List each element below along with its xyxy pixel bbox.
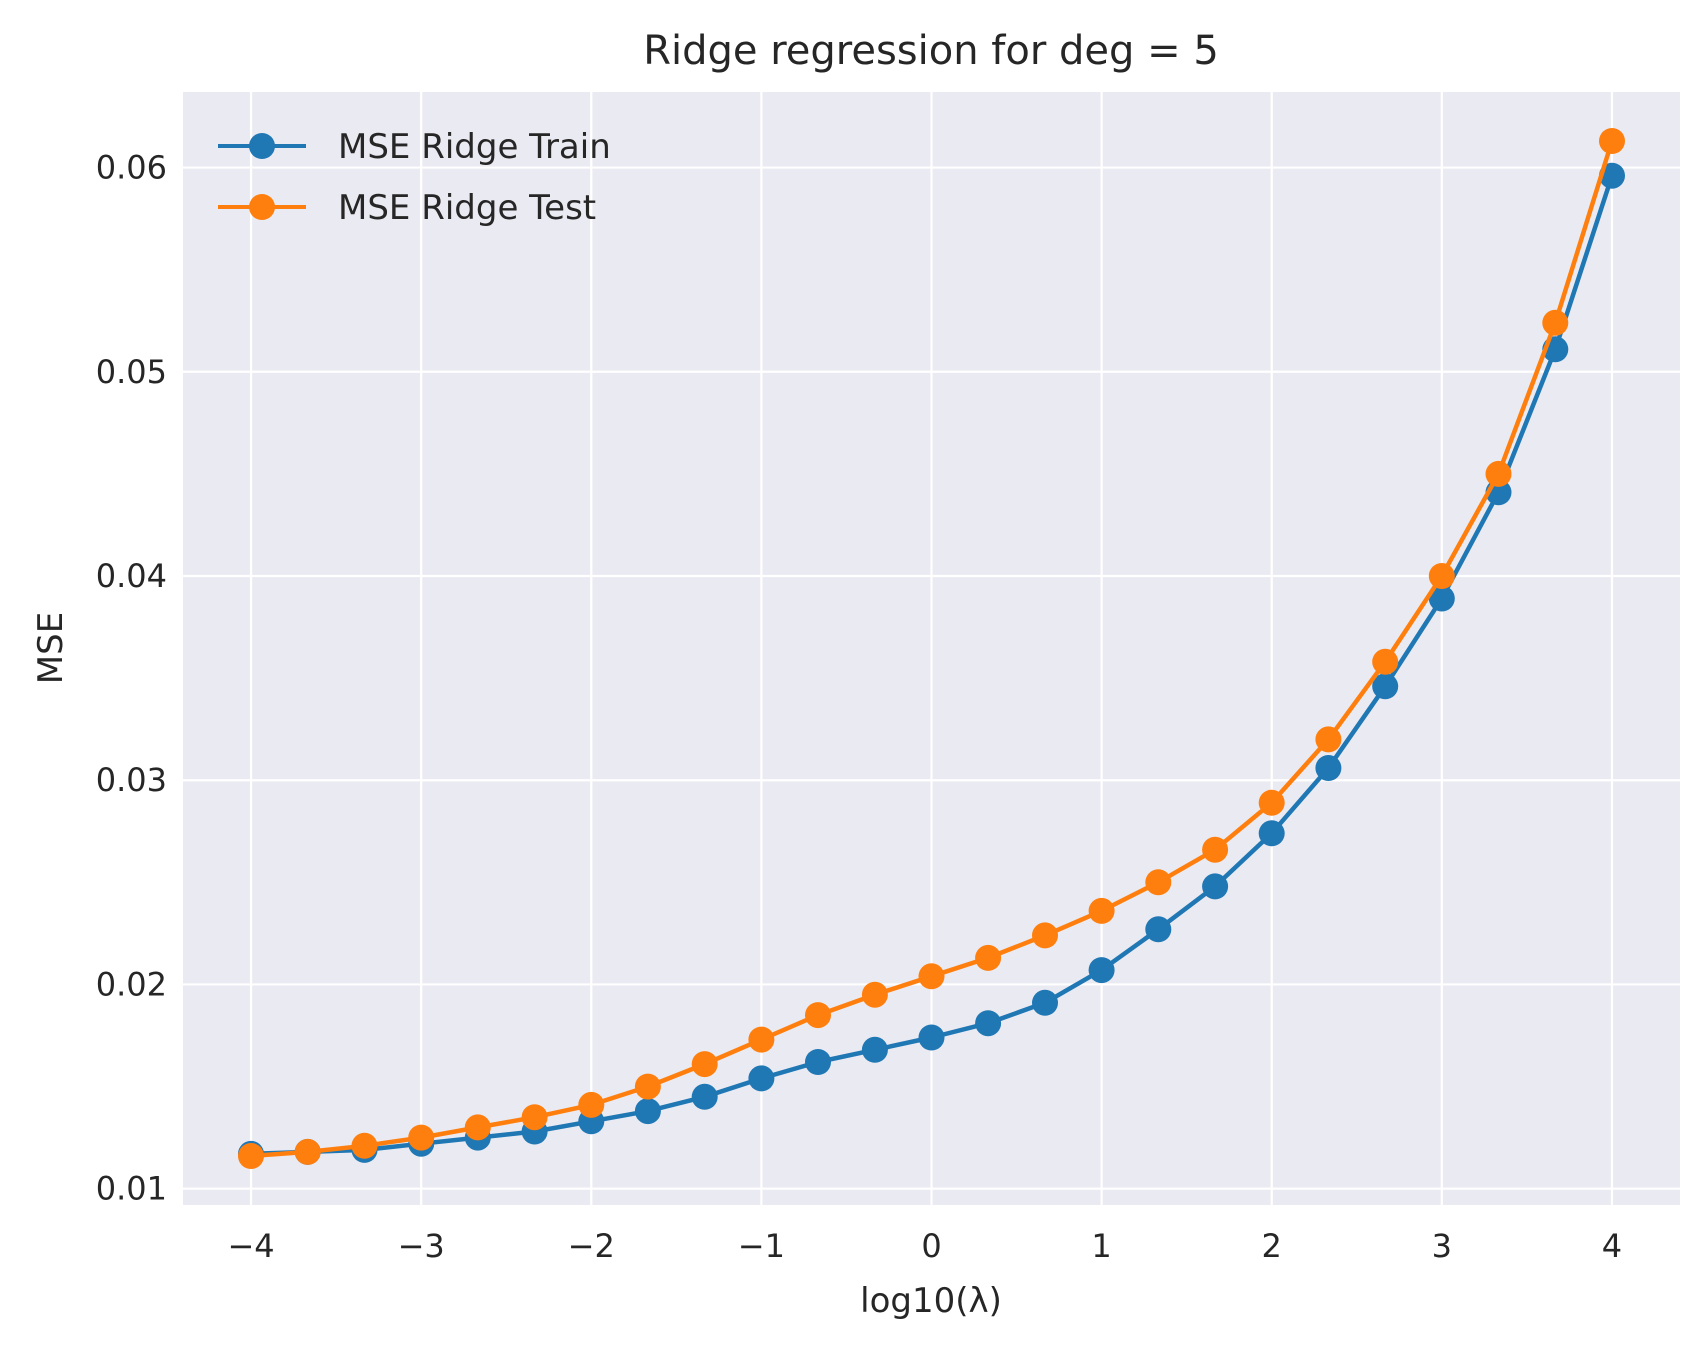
y-tick-label: 0.04 bbox=[96, 557, 167, 595]
data-point bbox=[634, 1073, 661, 1100]
data-point bbox=[1428, 563, 1455, 589]
data-point bbox=[805, 1002, 831, 1029]
data-point bbox=[1032, 922, 1058, 949]
data-point bbox=[748, 1065, 775, 1092]
data-point bbox=[351, 1132, 378, 1159]
data-point bbox=[1485, 460, 1512, 487]
data-point bbox=[861, 981, 888, 1008]
y-tick-label: 0.01 bbox=[96, 1170, 167, 1208]
chart-title: Ridge regression for deg = 5 bbox=[643, 28, 1219, 74]
y-tick-labels: 0.01 0.02 0.03 0.04 0.05 0.06 bbox=[96, 149, 167, 1208]
data-point bbox=[464, 1114, 491, 1141]
x-tick-label: 2 bbox=[1262, 1227, 1282, 1265]
data-point bbox=[1372, 648, 1399, 675]
data-point bbox=[634, 1098, 661, 1125]
data-point bbox=[975, 1010, 1002, 1037]
data-point bbox=[1258, 789, 1285, 816]
data-point bbox=[1202, 836, 1229, 863]
data-point bbox=[805, 1049, 831, 1075]
data-point bbox=[918, 1024, 945, 1051]
data-point bbox=[748, 1026, 775, 1053]
data-point bbox=[1202, 873, 1229, 900]
data-point bbox=[578, 1091, 605, 1118]
legend-marker-train bbox=[249, 133, 275, 159]
data-point bbox=[1088, 957, 1115, 984]
series bbox=[238, 128, 1625, 1169]
y-tick-label: 0.02 bbox=[96, 965, 167, 1003]
data-point bbox=[1428, 585, 1455, 612]
data-point bbox=[1372, 673, 1399, 700]
x-tick-label: −4 bbox=[227, 1227, 274, 1265]
x-tick-labels: −4 −3 −2 −1 0 1 2 3 4 bbox=[227, 1227, 1622, 1265]
data-point bbox=[1542, 309, 1569, 336]
data-point bbox=[918, 963, 945, 990]
x-tick-label: 3 bbox=[1432, 1227, 1452, 1265]
data-point bbox=[1258, 820, 1285, 847]
x-tick-label: −3 bbox=[398, 1227, 445, 1265]
y-tick-label: 0.06 bbox=[96, 149, 167, 187]
data-point bbox=[691, 1051, 718, 1078]
data-point bbox=[975, 944, 1002, 971]
data-point bbox=[1145, 869, 1172, 896]
y-tick-label: 0.03 bbox=[96, 761, 167, 799]
y-axis-label: MSE bbox=[31, 612, 71, 684]
data-point bbox=[238, 1143, 264, 1169]
data-point bbox=[521, 1104, 548, 1131]
x-tick-label: −2 bbox=[568, 1227, 615, 1265]
data-point bbox=[294, 1138, 321, 1165]
data-point bbox=[1145, 916, 1172, 943]
data-point bbox=[408, 1124, 435, 1151]
legend-label-train: MSE Ridge Train bbox=[338, 127, 611, 167]
x-tick-label: −1 bbox=[738, 1227, 785, 1265]
legend: MSE Ridge Train MSE Ridge Test bbox=[218, 127, 611, 228]
x-tick-label: 4 bbox=[1602, 1227, 1622, 1265]
data-point bbox=[1315, 755, 1342, 781]
legend-marker-test bbox=[249, 194, 275, 220]
x-tick-label: 1 bbox=[1091, 1227, 1111, 1265]
data-point bbox=[861, 1036, 888, 1063]
y-tick-label: 0.05 bbox=[96, 353, 167, 391]
data-point bbox=[691, 1083, 718, 1110]
legend-label-test: MSE Ridge Test bbox=[338, 188, 596, 228]
data-point bbox=[1315, 726, 1342, 753]
data-point bbox=[1032, 989, 1058, 1016]
series-1 bbox=[238, 128, 1625, 1169]
x-axis-label: log10(λ) bbox=[860, 1281, 1002, 1321]
x-tick-label: 0 bbox=[921, 1227, 941, 1265]
data-point bbox=[1599, 128, 1625, 154]
data-point bbox=[1088, 897, 1115, 924]
